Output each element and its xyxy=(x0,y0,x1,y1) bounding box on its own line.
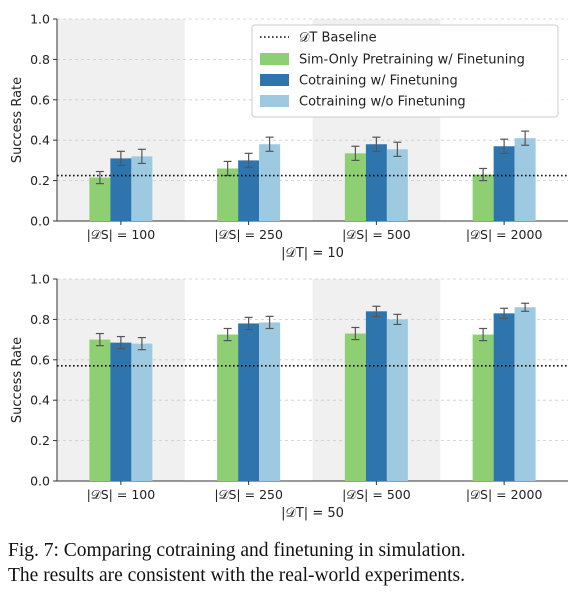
error-bar xyxy=(137,148,146,165)
y-tick-label: 0.6 xyxy=(30,92,50,107)
x-tick-label: |𝒟S| = 250 xyxy=(214,487,283,502)
error-bar xyxy=(95,170,104,185)
legend-series-label: Cotraining w/ Finetuning xyxy=(299,74,458,89)
error-bar xyxy=(265,136,274,152)
bar-cotrain-ft xyxy=(493,146,515,221)
figure-caption: Fig. 7: Comparing cotraining and finetun… xyxy=(8,538,580,588)
x-tick-label: |𝒟S| = 500 xyxy=(342,487,411,502)
x-tick-label: |𝒟S| = 500 xyxy=(342,227,411,242)
x-axis-label: |𝒟T| = 50 xyxy=(281,506,344,521)
caption-line-2: The results are consistent with the real… xyxy=(8,565,466,586)
y-tick-label: 0.6 xyxy=(30,352,50,367)
error-bar xyxy=(372,136,381,152)
error-bar xyxy=(137,336,146,351)
bar-sim-only xyxy=(472,174,494,221)
bar-sim-only xyxy=(89,177,111,221)
y-tick-label: 1.0 xyxy=(30,272,50,287)
y-tick-label: 0.8 xyxy=(30,312,50,327)
error-bar xyxy=(351,145,360,161)
error-bar xyxy=(500,307,509,319)
error-bar xyxy=(393,313,402,326)
y-axis-label: Success Rate xyxy=(10,77,25,163)
y-tick-label: 0.8 xyxy=(30,52,50,67)
y-tick-label: 1.0 xyxy=(30,12,50,27)
bar-cotrain-ft xyxy=(110,342,132,481)
y-axis-label: Success Rate xyxy=(10,337,25,423)
bar-cotrain-noft xyxy=(514,138,536,221)
bar-cotrain-noft xyxy=(386,319,408,481)
bar-cotrain-noft xyxy=(514,307,536,481)
bar-cotrain-ft xyxy=(365,144,387,221)
bar-cotrain-ft xyxy=(238,160,260,221)
error-bar xyxy=(372,305,381,317)
x-tick-label: |𝒟S| = 2000 xyxy=(466,487,543,502)
bar-cotrain-ft xyxy=(110,158,132,221)
legend-swatch-sim-only xyxy=(260,53,289,65)
error-bar xyxy=(265,315,274,330)
error-bar xyxy=(244,152,253,169)
y-tick-label: 0.4 xyxy=(30,393,50,408)
chart-panel-2: 0.0 0.2 0.4 0.6 0.8 1.0 |𝒟S| = 100 |𝒟S| = 250 |𝒟… xyxy=(10,272,568,521)
bar-sim-only xyxy=(217,168,239,221)
legend-swatch-cotrain-ft xyxy=(260,74,289,86)
error-bar xyxy=(521,302,530,312)
y-tick-label: 0.0 xyxy=(30,214,50,229)
bar-sim-only xyxy=(344,333,366,481)
error-bar xyxy=(479,167,488,182)
bar-cotrain-ft xyxy=(365,311,387,481)
bar-cotrain-ft xyxy=(238,323,260,481)
chart-legend: 𝒟T Baseline Sim-Only Pretraining w/ Finet… xyxy=(251,24,559,118)
error-bar xyxy=(393,141,402,157)
bar-cotrain-noft xyxy=(259,144,281,221)
bar-cotrain-ft xyxy=(493,313,515,481)
x-tick-label: |𝒟S| = 100 xyxy=(87,227,156,242)
x-tick-label: |𝒟S| = 2000 xyxy=(466,227,543,242)
error-bar xyxy=(95,332,104,347)
error-bar xyxy=(521,130,530,146)
caption-line-1: Fig. 7: Comparing cotraining and finetun… xyxy=(8,540,466,561)
error-bar xyxy=(479,327,488,342)
legend-baseline-label: 𝒟T Baseline xyxy=(299,31,377,46)
y-tick-label: 0.0 xyxy=(30,474,50,489)
x-tick-label: |𝒟S| = 100 xyxy=(87,487,156,502)
y-tick-label: 0.4 xyxy=(30,133,50,148)
bar-sim-only xyxy=(89,339,111,481)
error-bar xyxy=(244,316,253,331)
x-axis-label: |𝒟T| = 10 xyxy=(281,246,344,261)
error-bar xyxy=(116,150,125,167)
bar-sim-only xyxy=(217,334,239,481)
y-tick-label: 0.2 xyxy=(30,433,50,448)
error-bar xyxy=(500,138,509,154)
figure-charts: 0.0 0.2 0.4 0.6 0.8 1.0 |𝒟S| = 100 |𝒟S| = 250 |𝒟… xyxy=(10,12,568,521)
legend-series-label: Cotraining w/o Finetuning xyxy=(299,95,466,110)
legend-swatch-cotrain-noft xyxy=(260,95,289,107)
bar-cotrain-noft xyxy=(386,149,408,221)
bar-cotrain-noft xyxy=(259,322,281,481)
bar-cotrain-noft xyxy=(131,343,153,481)
x-tick-label: |𝒟S| = 250 xyxy=(214,227,283,242)
bar-cotrain-noft xyxy=(131,156,153,221)
legend-box xyxy=(251,24,559,118)
bar-sim-only xyxy=(344,153,366,221)
y-tick-label: 0.2 xyxy=(30,173,50,188)
error-bar xyxy=(116,335,125,350)
legend-series-label: Sim-Only Pretraining w/ Finetuning xyxy=(299,53,525,68)
error-bar xyxy=(223,327,232,342)
error-bar xyxy=(351,326,360,341)
bar-sim-only xyxy=(472,334,494,481)
